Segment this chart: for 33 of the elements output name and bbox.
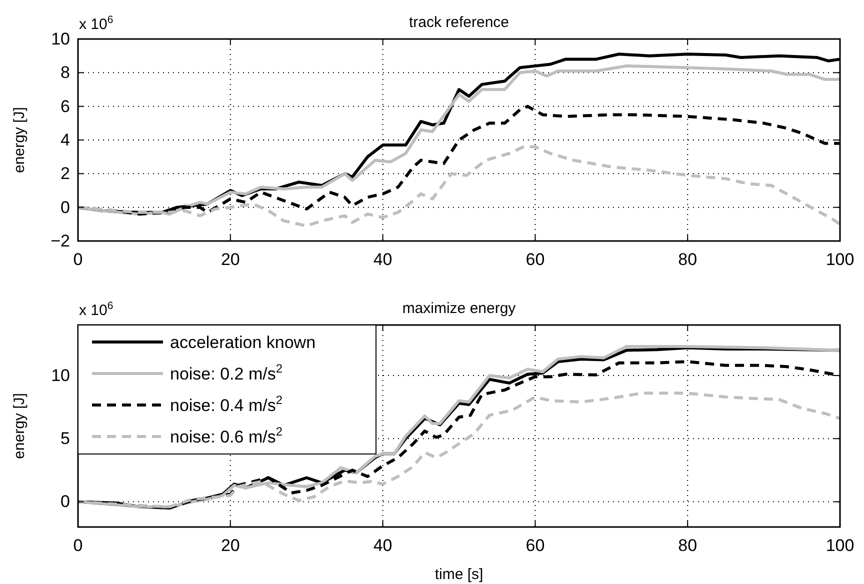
y-tick-label: 4 [60, 130, 70, 150]
x-axis-title: time [s] [434, 566, 484, 583]
y-tick-label: 2 [60, 164, 70, 184]
x-tick-label: 20 [220, 250, 240, 270]
x-tick-label: 80 [678, 250, 698, 270]
chart-title: track reference [408, 14, 510, 31]
x-tick-label: 40 [373, 250, 392, 270]
text: x 10$^{6}$ [79, 14, 114, 33]
x-tick-label: 20 [220, 536, 240, 556]
x-tick-label: 60 [526, 536, 545, 556]
y-axis-title: energy [J] [11, 393, 28, 459]
legend-label: noise: 0.4 m/s$^{2}$ [170, 393, 283, 415]
x-tick-label: 0 [73, 250, 83, 270]
y-axis-title: energy [J] [11, 107, 28, 173]
legend-label: noise: 0.2 m/s$^{2}$ [170, 362, 283, 384]
x-tick-label: 100 [826, 250, 854, 270]
y-tick-label: 0 [60, 492, 70, 512]
y-tick-label: 10 [51, 366, 70, 385]
y-tick-label: −2 [50, 231, 70, 250]
text: x 10$^{6}$ [79, 300, 114, 319]
y-tick-label: 6 [60, 96, 70, 116]
x-tick-label: 80 [678, 536, 698, 556]
y-tick-label: 0 [60, 198, 70, 217]
chart-title: maximize energy [402, 300, 516, 317]
legend-label: acceleration known [170, 333, 316, 352]
x-tick-label: 0 [73, 536, 83, 556]
y-tick-label: 10 [51, 29, 70, 48]
x-tick-label: 40 [373, 536, 392, 556]
x-tick-label: 100 [826, 536, 854, 556]
y-tick-label: 8 [60, 63, 70, 82]
legend-label: noise: 0.6 m/s$^{2}$ [170, 424, 283, 446]
x-tick-label: 60 [526, 250, 545, 270]
y-tick-label: 5 [60, 429, 70, 448]
